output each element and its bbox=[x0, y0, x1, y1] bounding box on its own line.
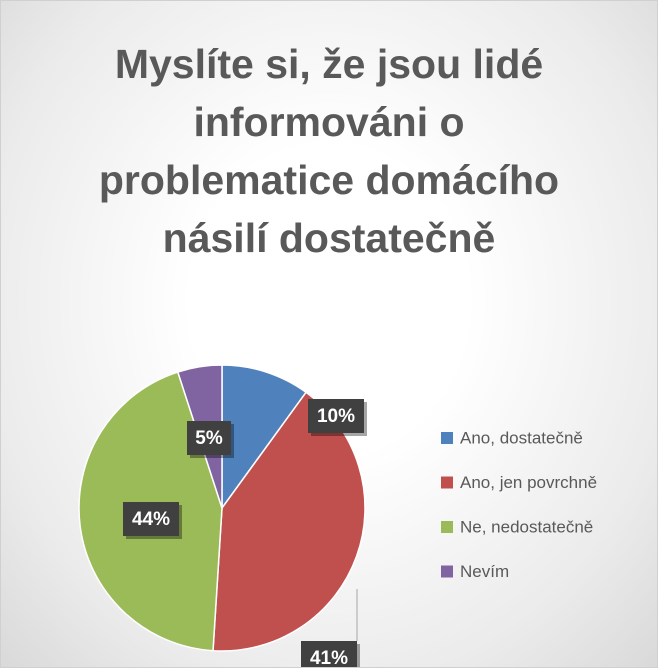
legend-label: Ne, nedostatečně bbox=[460, 517, 593, 536]
data-label: 41% bbox=[310, 648, 348, 667]
data-label: 5% bbox=[195, 428, 223, 449]
legend-swatch bbox=[441, 521, 453, 533]
label-box bbox=[187, 421, 231, 455]
label-box bbox=[301, 641, 357, 667]
legend-swatch bbox=[441, 432, 453, 444]
label-box bbox=[308, 399, 364, 433]
legend-label: Ano, jen povrchně bbox=[460, 473, 597, 492]
legend-swatch bbox=[441, 476, 453, 489]
data-label: 44% bbox=[132, 509, 170, 530]
legend-swatch bbox=[441, 565, 453, 578]
legend-label: Ano, dostatečně bbox=[460, 428, 583, 447]
label-box bbox=[123, 502, 179, 536]
legend-label: Nevím bbox=[460, 562, 509, 581]
pie-slice bbox=[221, 364, 308, 511]
chart-title: Myslíte si, že jsou lidé informováni o p… bbox=[98, 41, 560, 261]
data-label: 10% bbox=[317, 406, 355, 427]
